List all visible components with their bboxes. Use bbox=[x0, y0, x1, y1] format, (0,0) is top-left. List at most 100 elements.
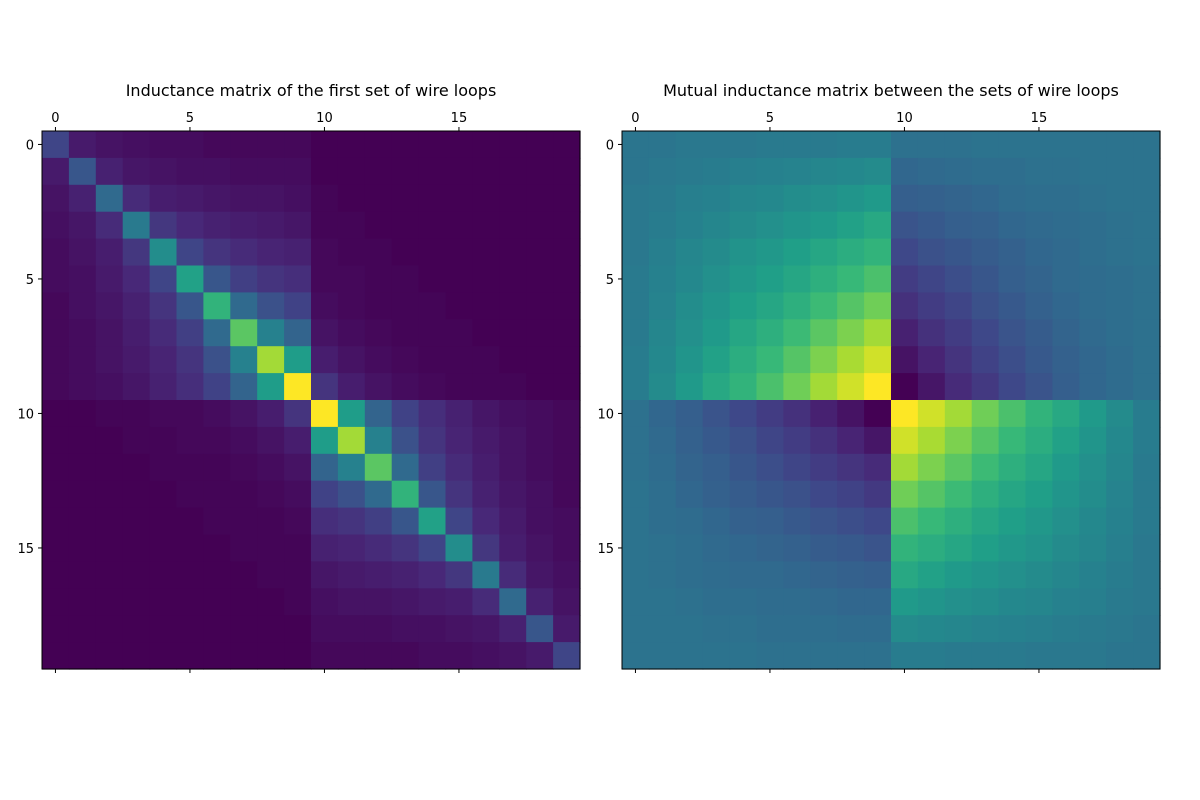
heatmap-cell bbox=[445, 642, 473, 670]
heatmap-cell bbox=[944, 642, 973, 670]
heatmap-cell bbox=[783, 507, 811, 536]
heatmap-cell bbox=[891, 211, 919, 240]
heatmap-cell bbox=[122, 426, 151, 455]
heatmap-cell bbox=[203, 615, 231, 643]
heatmap-cell bbox=[756, 400, 784, 428]
heatmap-cell bbox=[203, 507, 231, 536]
heatmap-cell bbox=[1052, 373, 1080, 401]
heatmap-cell bbox=[864, 238, 892, 267]
heatmap-cell bbox=[971, 292, 1000, 320]
heatmap-cell bbox=[756, 373, 784, 401]
heatmap-cell bbox=[729, 319, 758, 347]
y-tick-label: 10 bbox=[17, 407, 34, 422]
mutual-inductance-matrix-chart: Mutual inductance matrix between the set… bbox=[597, 81, 1161, 673]
heatmap-cell bbox=[526, 642, 554, 670]
heatmap-cell bbox=[472, 588, 500, 616]
heatmap-cell bbox=[756, 292, 784, 320]
heatmap-cell bbox=[998, 346, 1027, 374]
heatmap-cell bbox=[553, 157, 581, 186]
heatmap-cell bbox=[1106, 534, 1134, 562]
heatmap-cell bbox=[364, 400, 393, 428]
heatmap-cell bbox=[391, 426, 420, 455]
heatmap-cell bbox=[729, 642, 758, 670]
heatmap-cell bbox=[364, 184, 393, 213]
heatmap-cell bbox=[1133, 157, 1161, 186]
heatmap-cell bbox=[230, 319, 258, 347]
heatmap-cell bbox=[1052, 211, 1080, 240]
heatmap-cell bbox=[257, 426, 285, 455]
heatmap-cell bbox=[998, 238, 1027, 267]
heatmap-cell bbox=[364, 265, 393, 293]
heatmap-cell bbox=[176, 238, 204, 267]
heatmap-cell bbox=[864, 292, 892, 320]
heatmap-cell bbox=[810, 426, 838, 455]
heatmap-cell bbox=[149, 265, 178, 293]
heatmap-cell bbox=[998, 534, 1027, 562]
heatmap-cell bbox=[1079, 292, 1107, 320]
heatmap-cell bbox=[122, 400, 151, 428]
heatmap-cell bbox=[837, 157, 865, 186]
heatmap-cell bbox=[68, 131, 97, 159]
heatmap-cell bbox=[526, 131, 554, 159]
heatmap-cell bbox=[472, 265, 500, 293]
y-tick-label: 15 bbox=[597, 542, 614, 557]
heatmap-cell bbox=[864, 319, 892, 347]
heatmap-cell bbox=[998, 292, 1027, 320]
heatmap-cell bbox=[203, 319, 231, 347]
heatmap-cell bbox=[944, 534, 973, 562]
heatmap-cell bbox=[1106, 319, 1134, 347]
heatmap-cell bbox=[553, 211, 581, 240]
heatmap-cell bbox=[284, 211, 312, 240]
heatmap-cell bbox=[284, 480, 312, 509]
heatmap-cell bbox=[472, 615, 500, 643]
heatmap-cell bbox=[702, 238, 731, 267]
heatmap-cell bbox=[149, 534, 178, 562]
heatmap-cell bbox=[472, 184, 500, 213]
heatmap-cell bbox=[1052, 319, 1080, 347]
heatmap-cell bbox=[702, 534, 731, 562]
heatmap-cell bbox=[418, 238, 447, 267]
heatmap-cell bbox=[1133, 373, 1161, 401]
heatmap-cell bbox=[472, 346, 500, 374]
heatmap-cell bbox=[702, 588, 731, 616]
heatmap-cell bbox=[891, 480, 919, 509]
heatmap-cell bbox=[418, 157, 447, 186]
heatmap-cell bbox=[917, 184, 946, 213]
heatmap-cell bbox=[203, 265, 231, 293]
heatmap-cell bbox=[1025, 373, 1053, 401]
heatmap-cell bbox=[42, 292, 70, 320]
heatmap-cell bbox=[499, 346, 527, 374]
y-tick-label: 5 bbox=[26, 273, 34, 288]
heatmap-cell bbox=[622, 561, 650, 589]
heatmap-cell bbox=[257, 453, 285, 482]
y-tick-label: 0 bbox=[606, 138, 614, 153]
heatmap-cell bbox=[1079, 211, 1107, 240]
heatmap-cell bbox=[337, 184, 366, 213]
heatmap-cell bbox=[837, 184, 865, 213]
heatmap-cell bbox=[702, 265, 731, 293]
heatmap-cell bbox=[891, 346, 919, 374]
heatmap-cell bbox=[1052, 480, 1080, 509]
heatmap-cell bbox=[756, 157, 784, 186]
heatmap-cell bbox=[553, 588, 581, 616]
heatmap-cell bbox=[675, 373, 704, 401]
heatmap-cell bbox=[944, 615, 973, 643]
heatmap-cell bbox=[418, 534, 447, 562]
heatmap-cell bbox=[648, 400, 677, 428]
heatmap-cell bbox=[648, 373, 677, 401]
heatmap-cell bbox=[891, 319, 919, 347]
heatmap-cell bbox=[122, 615, 151, 643]
heatmap-cell bbox=[675, 534, 704, 562]
heatmap-cell bbox=[311, 373, 339, 401]
heatmap-cell bbox=[756, 561, 784, 589]
heatmap-cell bbox=[648, 157, 677, 186]
heatmap-cell bbox=[364, 319, 393, 347]
heatmap-cell bbox=[648, 265, 677, 293]
heatmap-cell bbox=[391, 588, 420, 616]
x-tick-label: 10 bbox=[316, 111, 333, 126]
heatmap-cell bbox=[810, 534, 838, 562]
heatmap-cell bbox=[675, 211, 704, 240]
heatmap-cell bbox=[675, 157, 704, 186]
heatmap-cell bbox=[284, 534, 312, 562]
heatmap-cell bbox=[337, 373, 366, 401]
